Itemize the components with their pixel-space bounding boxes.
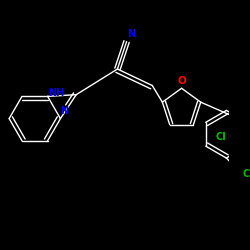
Text: NH: NH xyxy=(48,88,64,98)
Text: Cl: Cl xyxy=(243,168,250,178)
Text: O: O xyxy=(177,76,186,86)
Text: N: N xyxy=(60,106,68,116)
Text: N: N xyxy=(127,29,135,39)
Text: Cl: Cl xyxy=(216,132,227,142)
